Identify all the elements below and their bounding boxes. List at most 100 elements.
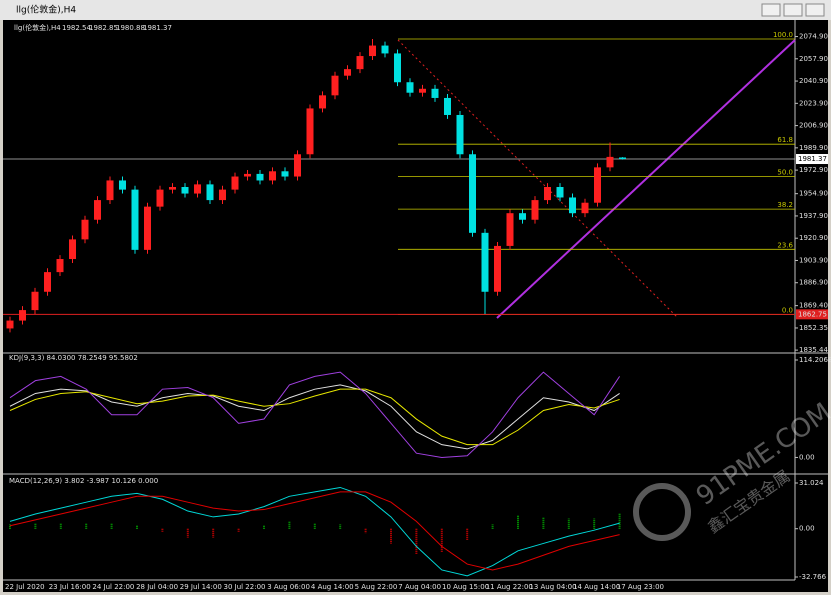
fib-label: 61.8 [777, 136, 793, 144]
time-label: 10 Aug 15:00 [442, 583, 489, 591]
candle-body [594, 167, 601, 203]
time-label: 7 Aug 04:00 [398, 583, 441, 591]
time-label: 14 Aug 14:00 [573, 583, 620, 591]
y-tick-label: 31.024 [799, 479, 824, 487]
trend-line [496, 39, 796, 319]
candle-body [6, 320, 14, 329]
y-tick-label: 2040.90 [799, 77, 828, 85]
candle-body [231, 176, 239, 190]
symbol-label: llg(伦敦金),H4 [14, 23, 61, 32]
watermark-logo [633, 483, 691, 541]
candle-body [281, 171, 289, 177]
candle-body [494, 245, 501, 292]
time-label: 11 Aug 22:00 [486, 583, 533, 591]
fib-label: 100.0 [773, 31, 793, 39]
indicator-title: KDJ(9,3,3) 84.0300 78.2549 95.5802 [9, 354, 138, 362]
candle-body [606, 156, 614, 168]
candle-body [481, 232, 489, 292]
y-tick-label: 1954.90 [799, 190, 828, 198]
y-tick-label: 1972.90 [799, 166, 828, 174]
candle-body [506, 213, 514, 246]
time-label: 3 Aug 06:00 [267, 583, 310, 591]
ohlc-low: 1980.88 [116, 24, 145, 32]
y-tick-label: 1869.40 [799, 302, 828, 310]
candle-body [294, 154, 301, 177]
fib-label: 38.2 [777, 201, 793, 209]
time-label: 23 Jul 16:00 [49, 583, 91, 591]
minimize-button[interactable] [761, 3, 781, 17]
candle-body [81, 219, 89, 240]
indicator-title: MACD(12,26,9) 3.802 -3.987 10.126 0.000 [9, 477, 158, 485]
indicator-line [9, 388, 620, 446]
candle-body [456, 114, 464, 155]
candle-body [431, 88, 439, 98]
candle-body [531, 200, 539, 220]
title-bar-bg [0, 0, 831, 20]
time-label: 5 Aug 22:00 [355, 583, 398, 591]
y-tick-label: 1937.90 [799, 212, 828, 220]
window-title: llg(伦敦金),H4 [16, 4, 76, 16]
y-tick-label: 2006.90 [799, 122, 828, 130]
y-tick-label: 0.00 [799, 525, 815, 533]
y-tick-label: 1852.35 [799, 324, 828, 332]
candle-body [569, 197, 576, 214]
candle-body [406, 82, 414, 93]
candle-body [56, 259, 64, 273]
y-tick-label: 2074.90 [799, 33, 828, 41]
candle-body [469, 154, 476, 233]
y-tick-label: 0.00 [799, 453, 815, 461]
y-tick-label: 1835.44 [799, 346, 828, 354]
candle-body [44, 272, 51, 292]
candle-body [419, 88, 426, 93]
candle-body [19, 310, 26, 321]
low-price-label: 1862.75 [798, 310, 827, 318]
candle-body [256, 173, 264, 181]
candle-body [556, 187, 564, 198]
candle-body [206, 184, 214, 201]
time-label: 17 Aug 23:00 [617, 583, 664, 591]
ohlc-close: 1981.37 [143, 24, 172, 32]
candle-body [381, 45, 389, 54]
ohlc-high: 1982.85 [89, 24, 118, 32]
fib-label: 23.6 [777, 241, 793, 249]
indicator-line [9, 371, 621, 458]
candle-body [344, 69, 351, 76]
y-tick-label: 2023.90 [799, 99, 828, 107]
fib-label: 0.0 [782, 306, 793, 314]
candle-body [581, 202, 589, 214]
candle-body [319, 95, 326, 109]
candle-body [69, 239, 76, 260]
candle-body [131, 189, 139, 250]
candle-body [144, 206, 151, 250]
y-tick-label: 2057.90 [799, 55, 828, 63]
last-price-label: 1981.37 [798, 155, 827, 163]
ohlc-open: 1982.54 [62, 24, 91, 32]
fib-label: 50.0 [777, 169, 793, 177]
maximize-button[interactable] [783, 3, 803, 17]
candle-body [444, 97, 451, 115]
close-button[interactable] [805, 3, 825, 17]
time-label: 13 Aug 04:00 [529, 583, 576, 591]
y-tick-label: 1920.90 [799, 234, 828, 242]
candle-body [356, 56, 364, 70]
candle-body [94, 200, 101, 220]
indicator-line [9, 384, 620, 450]
candle-body [619, 157, 626, 160]
time-label: 24 Jul 22:00 [92, 583, 134, 591]
candle-body [181, 187, 189, 194]
candle-body [31, 291, 39, 311]
candle-body [194, 184, 201, 194]
indicator-line [9, 491, 620, 571]
last-price-box [796, 154, 828, 165]
y-tick-label: 114.2068 [799, 356, 831, 364]
candle-body [119, 180, 126, 190]
y-tick-label: -32.766 [799, 573, 827, 581]
candle-body [169, 187, 176, 190]
candle-body [156, 189, 164, 207]
y-tick-label: 1903.90 [799, 256, 828, 264]
candle-body [544, 187, 551, 201]
y-tick-label: 1886.90 [799, 279, 828, 287]
time-label: 30 Jul 22:00 [224, 583, 266, 591]
candle-body [394, 53, 401, 83]
